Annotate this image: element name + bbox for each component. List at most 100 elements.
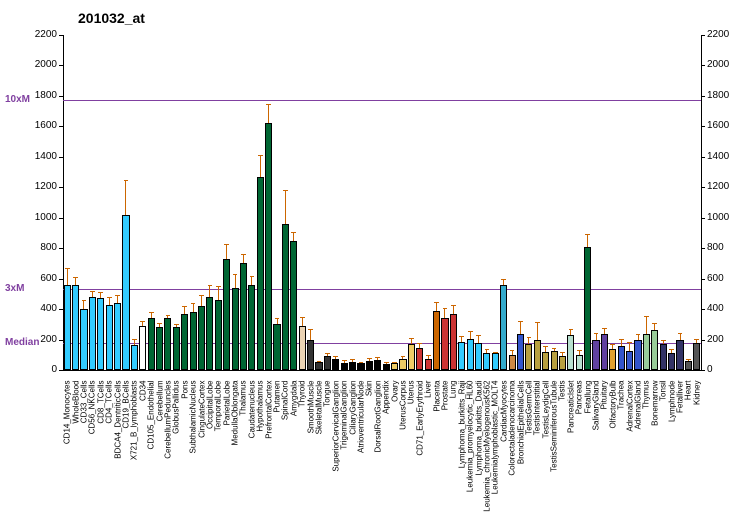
error-bar <box>260 155 261 176</box>
bar <box>206 297 213 370</box>
error-bar <box>537 322 538 340</box>
error-cap <box>577 350 582 351</box>
bar <box>634 340 641 370</box>
error-cap <box>569 329 574 330</box>
category-label: Colorectaladenocarcinoma <box>508 381 517 531</box>
category-label: CD14_Monocytes <box>63 381 72 531</box>
category-label: X721_B_lymphoblasts <box>130 381 139 531</box>
category-label: Hypothalamus <box>256 381 265 531</box>
category-label: Pancreas <box>575 381 584 531</box>
y-tick-label-right: 1800 <box>707 90 732 101</box>
category-label: TemporalLobe <box>214 381 223 531</box>
bar <box>282 224 289 370</box>
error-cap <box>174 324 179 325</box>
error-cap <box>233 274 238 275</box>
y-axis-right <box>701 35 702 370</box>
y-tick-label: 2000 <box>0 59 57 70</box>
bar <box>391 363 398 370</box>
bar <box>551 351 558 370</box>
y-tick-label-right: 200 <box>707 334 732 345</box>
ref-label-Median: Median <box>5 337 39 348</box>
error-cap <box>468 331 473 332</box>
error-cap <box>157 323 162 324</box>
bar <box>156 327 163 370</box>
error-cap <box>527 337 532 338</box>
error-cap <box>375 357 380 358</box>
bar <box>626 351 633 370</box>
error-cap <box>333 356 338 357</box>
category-label: Thyroid <box>298 381 307 531</box>
error-cap <box>686 359 691 360</box>
bar <box>500 285 507 370</box>
bar <box>89 297 96 370</box>
category-label: CD4_TCells <box>105 381 114 531</box>
error-cap <box>619 339 624 340</box>
y-tick-label: 0 <box>0 364 57 375</box>
bar <box>299 326 306 370</box>
error-cap <box>182 306 187 307</box>
error-cap <box>493 352 498 353</box>
y-tick-label: 1600 <box>0 120 57 131</box>
bar <box>148 318 155 370</box>
bar <box>164 318 171 370</box>
bar <box>223 259 230 370</box>
error-cap <box>308 329 313 330</box>
bar <box>232 288 239 370</box>
error-bar <box>75 277 76 285</box>
bar <box>265 123 272 370</box>
error-cap <box>594 333 599 334</box>
error-bar <box>109 297 110 305</box>
bar <box>257 177 264 370</box>
bar <box>131 345 138 370</box>
bar <box>315 362 322 370</box>
error-cap <box>291 232 296 233</box>
y-tick-label-right: 1400 <box>707 151 732 162</box>
bar <box>349 362 356 370</box>
ref-line-10xM <box>63 100 701 101</box>
bar <box>584 247 591 370</box>
bar <box>198 306 205 370</box>
y-tick-label: 600 <box>0 273 57 284</box>
error-cap <box>652 323 657 324</box>
bar <box>525 344 532 370</box>
y-tick-label: 400 <box>0 303 57 314</box>
category-label: SubthalamicNucleus <box>189 381 198 531</box>
bar <box>492 353 499 370</box>
bar <box>64 285 71 370</box>
y-tick-label: 2200 <box>0 29 57 40</box>
category-label: Trachea <box>617 381 626 531</box>
bar <box>357 363 364 370</box>
bar <box>450 314 457 370</box>
bar <box>441 318 448 370</box>
error-cap <box>224 244 229 245</box>
error-cap <box>140 321 145 322</box>
bar <box>685 361 692 370</box>
category-label: Lung <box>449 381 458 531</box>
bar <box>332 359 339 370</box>
error-bar <box>184 306 185 314</box>
category-label: Tonsil <box>659 381 668 531</box>
error-bar <box>436 302 437 311</box>
y-tick-label: 800 <box>0 242 57 253</box>
error-bar <box>621 339 622 347</box>
error-cap <box>107 297 112 298</box>
bar <box>475 343 482 370</box>
bar <box>122 215 129 370</box>
y-tick-label-right: 800 <box>707 242 732 253</box>
y-tick-label-right: 1600 <box>707 120 732 131</box>
y-tick-label-right: 1200 <box>707 181 732 192</box>
error-cap <box>518 321 523 322</box>
error-bar <box>453 305 454 314</box>
error-bar <box>235 274 236 288</box>
bar <box>399 359 406 370</box>
error-cap <box>669 349 674 350</box>
error-cap <box>694 339 699 340</box>
error-cap <box>132 339 137 340</box>
bar <box>290 241 297 370</box>
error-bar <box>528 337 529 345</box>
error-cap <box>384 362 389 363</box>
error-cap <box>65 268 70 269</box>
error-cap <box>476 335 481 336</box>
y-tick-label: 1200 <box>0 181 57 192</box>
error-cap <box>459 336 464 337</box>
